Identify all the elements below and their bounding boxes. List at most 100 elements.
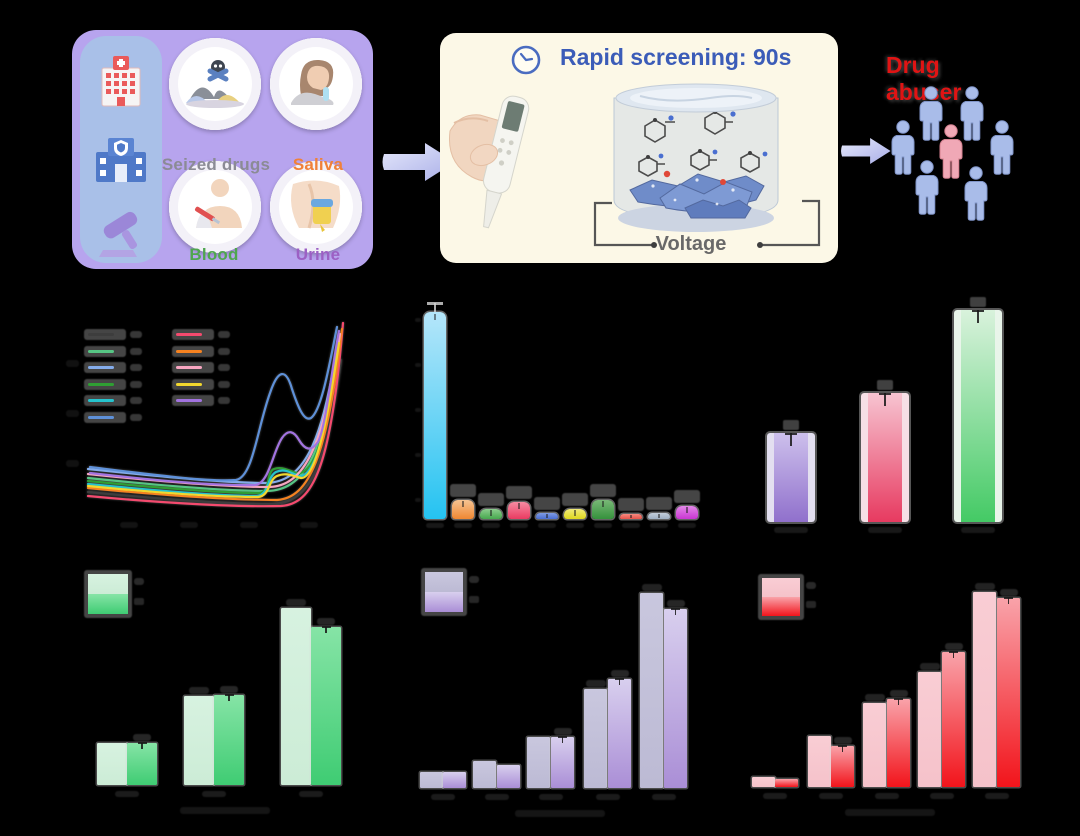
bar-top-halo xyxy=(585,680,606,687)
bar-top-halo xyxy=(133,734,151,741)
clock-icon xyxy=(511,45,541,75)
legend-color-line xyxy=(176,382,202,386)
bar-series-1 xyxy=(918,672,941,787)
bar-series-2 xyxy=(214,695,244,785)
y-tick-halo xyxy=(415,498,421,502)
bar-series-2 xyxy=(664,609,687,788)
legend-text-halo xyxy=(130,331,142,338)
legend-color-line xyxy=(176,333,202,336)
error-bar-cap xyxy=(671,608,680,610)
bar-series-2 xyxy=(497,765,520,788)
bar-top-halo xyxy=(562,493,588,506)
x-tick-halo xyxy=(180,522,198,528)
bar-top-halo xyxy=(450,484,476,497)
bar-series-2 xyxy=(311,627,341,785)
bar-series-1 xyxy=(808,736,831,787)
error-bar-line xyxy=(897,699,900,705)
x-label-halo xyxy=(510,523,528,528)
legend-color-line xyxy=(176,399,202,402)
x-label-halo xyxy=(874,793,899,799)
error-bar-line xyxy=(674,609,677,615)
error-bar-cap xyxy=(1004,597,1013,599)
x-label-halo xyxy=(454,523,472,528)
rapid-screening-panel: Voltage xyxy=(440,33,838,263)
error-bar-line xyxy=(618,679,621,685)
error-bar-cap xyxy=(137,742,147,744)
bar-top-halo xyxy=(590,484,616,497)
y-tick-halo xyxy=(415,408,421,412)
legend-color-line xyxy=(88,382,114,386)
bar-series-2 xyxy=(551,737,574,788)
legend-text-halo xyxy=(130,347,142,355)
error-bar-notch xyxy=(686,507,688,513)
red-dose-chart xyxy=(730,560,1050,836)
bar-series-1 xyxy=(973,592,996,787)
voltage-label: Voltage xyxy=(655,233,727,255)
legend-color-line xyxy=(88,349,114,353)
error-bar-cap xyxy=(615,678,624,680)
legend-text-halo xyxy=(130,397,142,404)
bar-series-1 xyxy=(527,737,550,788)
handheld-sensor-in-hand xyxy=(448,95,530,229)
significance-halo xyxy=(877,380,893,390)
hospital-icon xyxy=(98,54,144,113)
bar-top-halo xyxy=(974,583,995,590)
bar-top-halo xyxy=(534,497,560,510)
bar-series-2 xyxy=(887,699,910,787)
curve-7 xyxy=(86,327,344,502)
legend-color-line xyxy=(88,366,114,369)
bar-top-halo xyxy=(220,686,238,693)
bar-top-halo xyxy=(553,728,572,735)
bar-series-2 xyxy=(997,598,1020,787)
matrix-bar-chart xyxy=(748,295,1048,545)
legend-text-halo xyxy=(469,576,479,583)
purple-dose-chart xyxy=(405,560,715,836)
legend-swatch-series-1 xyxy=(88,574,128,594)
bar-top-halo xyxy=(478,493,504,506)
bar-top-halo xyxy=(674,490,700,503)
flow-arrow-1 xyxy=(382,143,455,181)
x-label-halo xyxy=(566,523,584,528)
bar-series-1 xyxy=(640,593,663,788)
x-label-halo xyxy=(426,523,444,528)
error-bar-line xyxy=(141,743,143,749)
bar-top-halo xyxy=(646,497,672,510)
y-tick-halo xyxy=(415,318,421,322)
electrochemical-cell xyxy=(613,83,779,232)
error-bar-notch xyxy=(546,514,548,518)
bar-series-1 xyxy=(473,761,496,788)
bar-top-halo xyxy=(944,643,963,650)
bar xyxy=(452,500,474,519)
green-dose-chart xyxy=(60,560,390,836)
blood-label: Blood xyxy=(189,245,239,264)
x-label-halo xyxy=(651,794,676,800)
bar-series-1 xyxy=(184,696,214,785)
error-bar-line xyxy=(884,393,886,406)
x-label-halo xyxy=(622,523,640,528)
bar xyxy=(861,393,909,522)
x-label-halo xyxy=(202,791,226,797)
x-label-halo xyxy=(538,794,563,800)
error-bar-notch xyxy=(462,501,464,507)
error-bar-line xyxy=(841,746,844,752)
error-bar-notch xyxy=(658,514,660,518)
bar xyxy=(767,433,815,522)
legend-swatch-series-2 xyxy=(762,597,800,616)
x-label-halo xyxy=(484,794,509,800)
legend-text-halo xyxy=(130,413,142,421)
x-label-halo xyxy=(115,791,139,797)
legend-text-halo xyxy=(218,364,230,371)
saliva-photo xyxy=(270,38,362,130)
drug-abuser-title: Drug abuser xyxy=(886,52,962,105)
bar-series-1 xyxy=(420,772,443,788)
x-label-halo xyxy=(299,791,323,797)
bar-top-halo xyxy=(610,670,629,677)
y-tick-halo xyxy=(66,410,79,417)
legend-text-halo xyxy=(806,582,816,589)
y-tick-halo xyxy=(415,363,421,367)
curve-5 xyxy=(88,325,339,482)
bar-top-halo xyxy=(999,589,1018,596)
x-label-halo xyxy=(763,793,787,799)
legend-color-line xyxy=(88,333,114,336)
